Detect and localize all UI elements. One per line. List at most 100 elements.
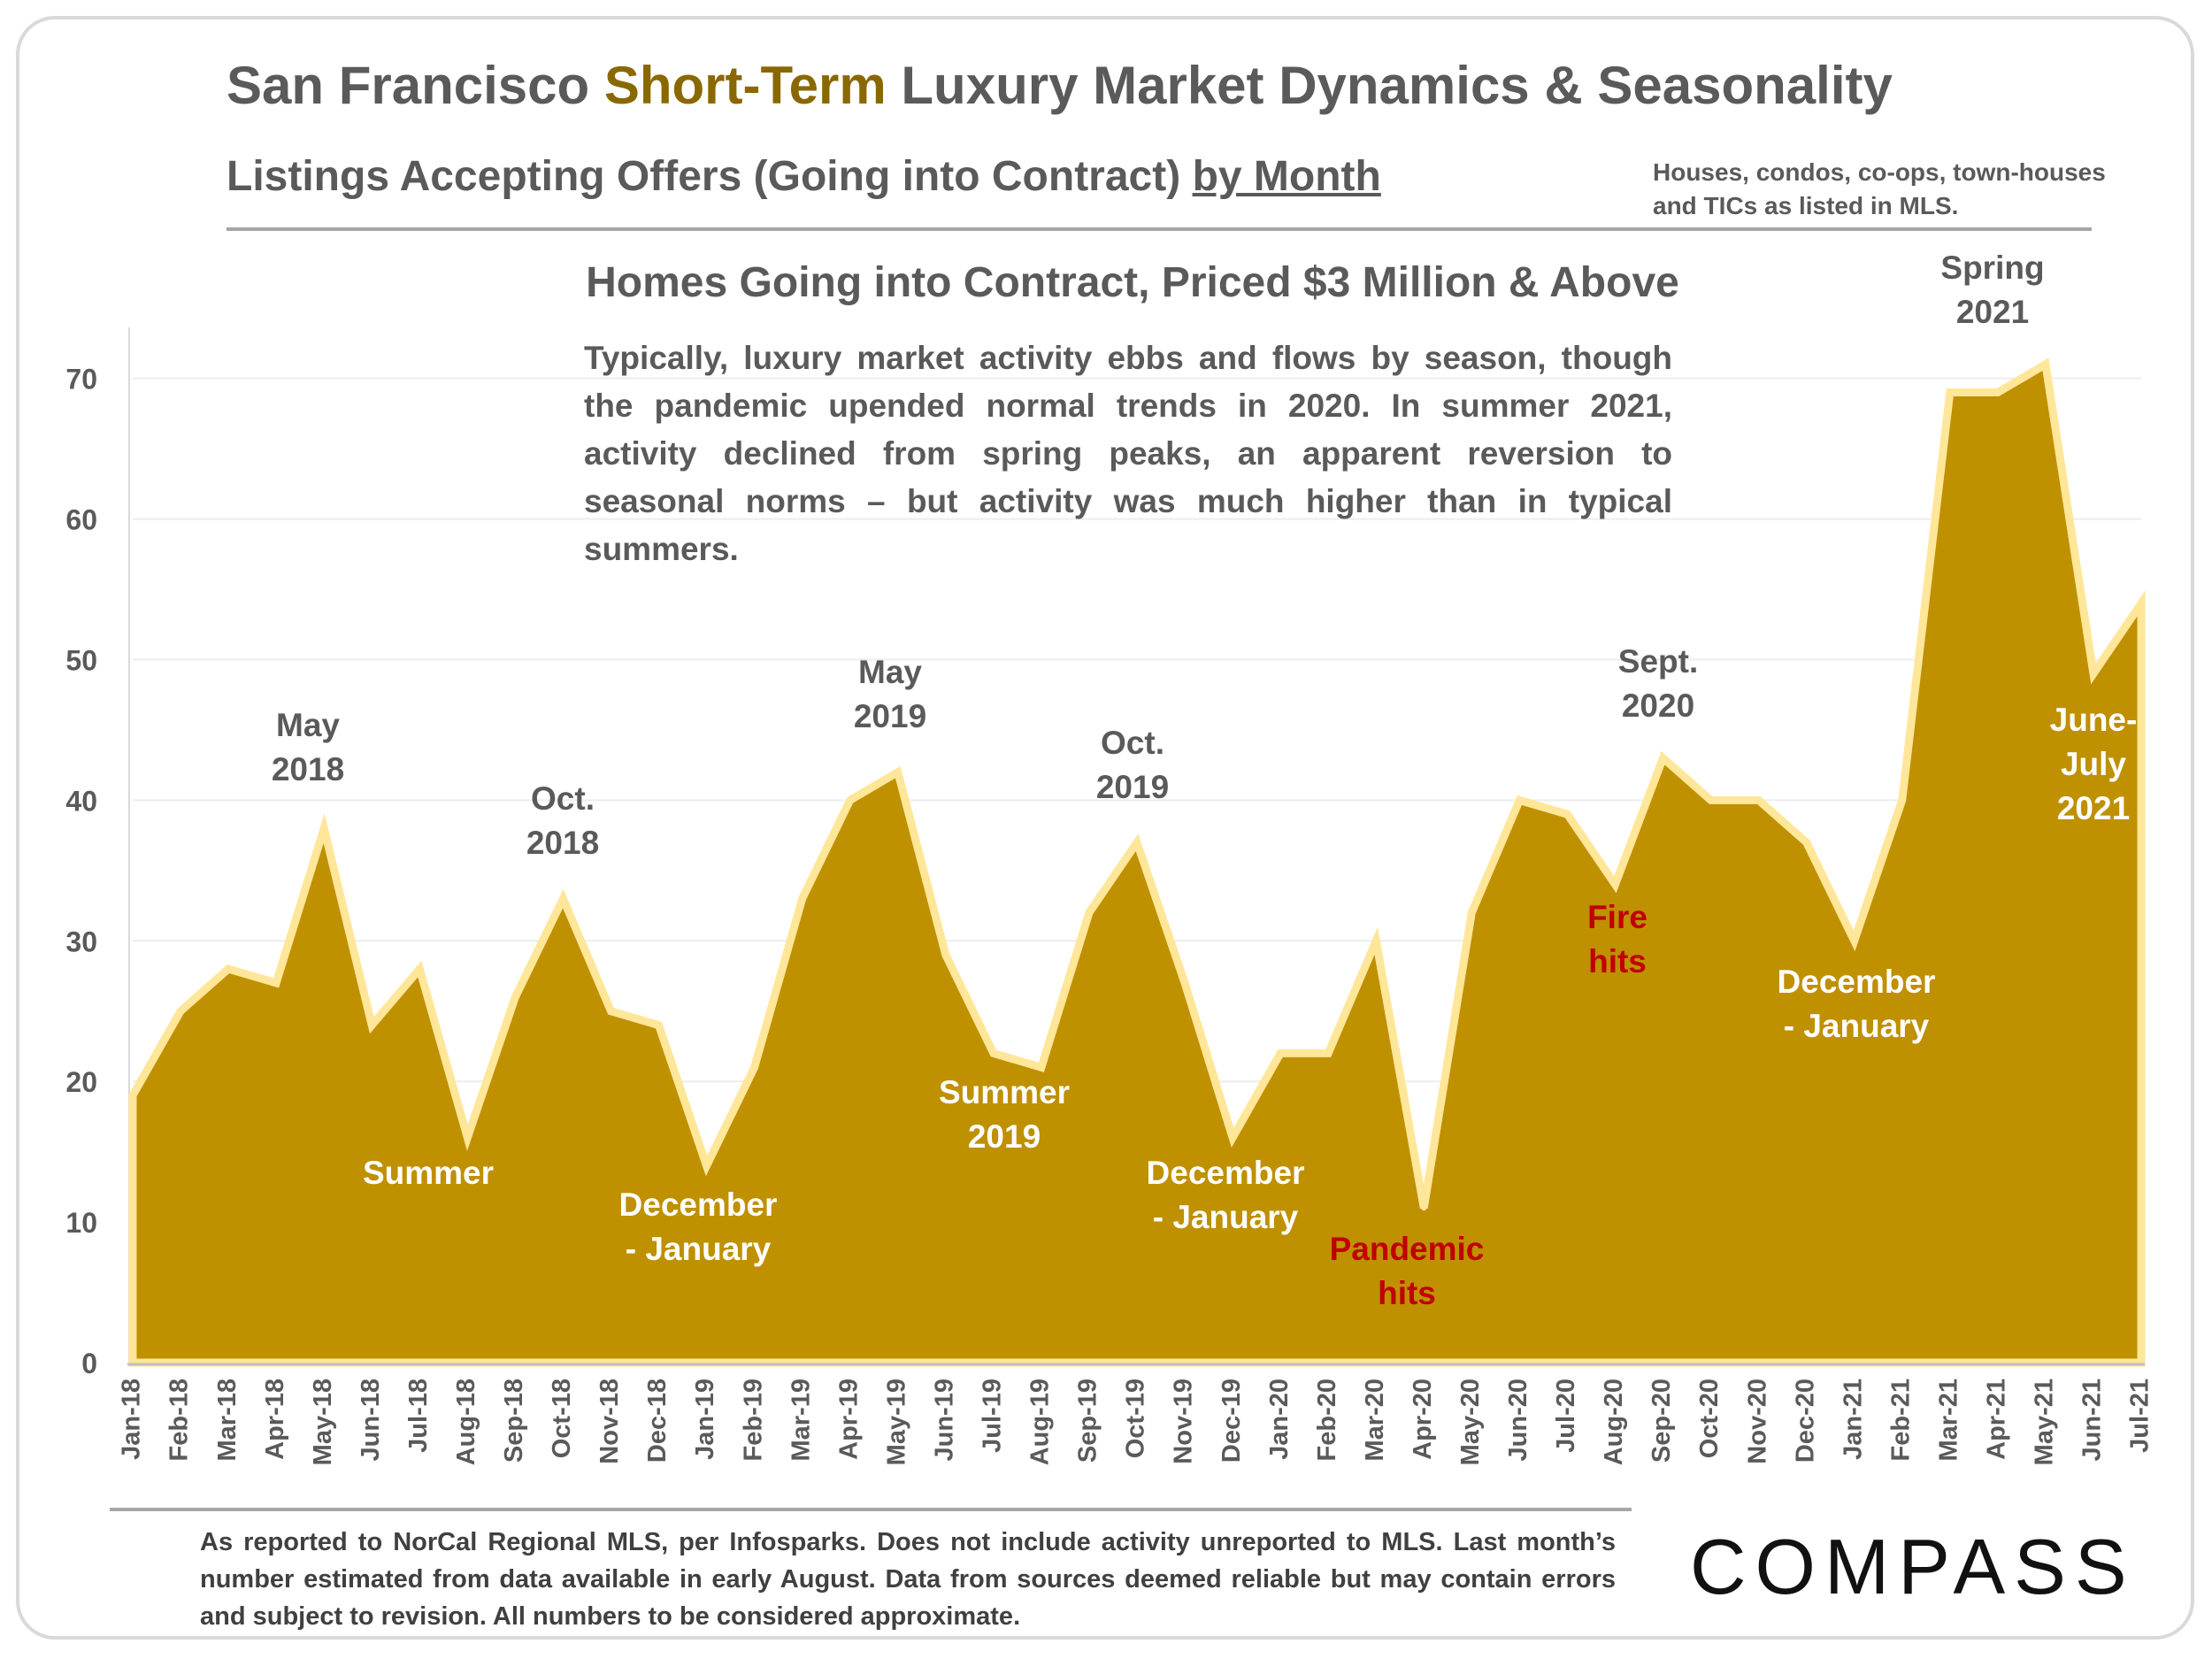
- y-tick-label: 40: [65, 785, 97, 817]
- x-tick-label: Apr-21: [1983, 1379, 2011, 1460]
- area-series: [128, 357, 2146, 1367]
- x-tick-label: Dec-18: [643, 1379, 672, 1463]
- x-tick-label: Feb-20: [1313, 1379, 1341, 1461]
- data-point: [369, 1022, 375, 1028]
- chart-title: Homes Going into Contract, Priced $3 Mil…: [586, 259, 1679, 306]
- annotation-jul-18: Summer: [363, 1155, 494, 1191]
- data-point: [178, 1008, 184, 1014]
- x-tick-label: May-20: [1456, 1379, 1485, 1465]
- annotation-jan-19: December - January: [619, 1187, 778, 1267]
- data-point: [2090, 671, 2096, 677]
- x-tick-label: May-21: [2031, 1379, 2059, 1465]
- property-types-note: Houses, condos, co-ops, town-houses and …: [1653, 158, 2106, 219]
- data-point: [1660, 755, 1666, 761]
- data-point: [1994, 389, 2001, 396]
- x-tick-label: Dec-19: [1217, 1379, 1246, 1463]
- x-tick-label: Jul-18: [404, 1379, 433, 1453]
- footer-divider: [110, 1508, 1632, 1511]
- annotation-dec-19: December - January: [1147, 1155, 1305, 1235]
- y-tick-label: 0: [81, 1348, 97, 1379]
- data-point: [1469, 910, 1475, 916]
- annotation-aug-19: Summer 2019: [939, 1074, 1070, 1155]
- data-point: [1517, 797, 1523, 803]
- x-tick-label: Jul-20: [1552, 1379, 1580, 1453]
- data-point: [1373, 938, 1379, 944]
- x-tick-label: Jun-20: [1504, 1379, 1532, 1461]
- x-tick-label: Dec-20: [1791, 1379, 1819, 1463]
- data-point: [465, 1134, 471, 1141]
- data-point: [417, 966, 423, 972]
- x-tick-label: Aug-19: [1026, 1379, 1055, 1465]
- data-point: [130, 1093, 135, 1099]
- x-tick-label: Sep-19: [1074, 1379, 1102, 1463]
- y-tick-label: 50: [65, 644, 97, 676]
- x-tick-label: Mar-18: [213, 1379, 242, 1462]
- y-tick-label: 10: [65, 1207, 97, 1239]
- x-tick-label: Nov-20: [1743, 1379, 1771, 1464]
- x-tick-label: Apr-18: [261, 1379, 289, 1460]
- x-tick-label: May-18: [309, 1379, 337, 1465]
- y-tick-label: 60: [65, 504, 97, 536]
- x-tick-label: Jun-18: [357, 1379, 385, 1461]
- data-point: [226, 966, 232, 972]
- annotation-jul-21: June-July 2021: [2050, 702, 2138, 826]
- data-point: [2042, 361, 2048, 367]
- x-tick-label: Oct-19: [1122, 1379, 1150, 1458]
- data-point: [1278, 1050, 1284, 1056]
- data-point: [799, 895, 805, 902]
- annotation-sep-20: Sept. 2020: [1618, 643, 1698, 724]
- data-point: [1708, 797, 1714, 803]
- chart-description: Typically, luxury market activity ebbs a…: [584, 340, 1672, 567]
- x-tick-label: Sep-18: [500, 1379, 528, 1463]
- x-tick-label: Oct-20: [1695, 1379, 1724, 1458]
- data-point: [1899, 797, 1905, 803]
- page-title: San Francisco Short-Term Luxury Market D…: [227, 56, 1893, 115]
- data-point: [1182, 979, 1188, 986]
- x-tick-label: Jul-21: [2126, 1379, 2154, 1453]
- header-divider: [227, 227, 2092, 231]
- data-point: [1947, 389, 1953, 396]
- x-tick-label: May-19: [882, 1379, 910, 1465]
- data-point: [1803, 840, 1809, 846]
- data-point: [608, 1008, 614, 1014]
- annotation-oct-18: Oct. 2018: [526, 780, 599, 861]
- data-point: [1325, 1050, 1332, 1056]
- x-tick-label: Feb-18: [165, 1379, 194, 1461]
- x-tick-label: Oct-18: [548, 1379, 576, 1458]
- annotation-apr-20: Pandemic hits: [1330, 1231, 1485, 1311]
- x-tick-label: Nov-19: [1170, 1379, 1198, 1464]
- x-tick-label: Jan-21: [1839, 1379, 1867, 1460]
- x-tick-label: Apr-19: [834, 1379, 863, 1460]
- source-footnote: As reported to NorCal Regional MLS, per …: [200, 1528, 1616, 1631]
- data-point: [656, 1022, 662, 1028]
- data-point: [1134, 840, 1140, 846]
- annotation-jan-21: December - January: [1778, 964, 1936, 1044]
- x-tick-label: Jan-18: [118, 1379, 146, 1460]
- subtitle-underlined: by Month: [1192, 153, 1381, 200]
- annotation-may-19: May 2019: [854, 654, 926, 734]
- data-point: [2139, 600, 2144, 606]
- x-tick-label: Aug-18: [452, 1379, 480, 1465]
- x-tick-label: Feb-21: [1886, 1379, 1915, 1461]
- data-point: [1755, 797, 1762, 803]
- data-point: [703, 1163, 710, 1169]
- data-point: [321, 826, 327, 832]
- x-tick-label: Aug-20: [1600, 1379, 1628, 1465]
- annotation-oct-19: Oct. 2019: [1096, 725, 1169, 805]
- x-tick-label: Jan-19: [691, 1379, 719, 1460]
- annotation-may-18: May 2018: [272, 707, 344, 787]
- x-tick-label: Jul-19: [979, 1379, 1007, 1453]
- annotation-aug-20: Fire hits: [1587, 899, 1647, 979]
- x-tick-label: Jan-20: [1265, 1379, 1294, 1460]
- x-tick-label: Mar-21: [1934, 1379, 1962, 1462]
- x-tick-label: Feb-19: [739, 1379, 767, 1461]
- data-point: [1086, 910, 1092, 916]
- data-point: [1230, 1134, 1236, 1141]
- y-tick-label: 30: [65, 926, 97, 957]
- data-point: [1421, 1205, 1427, 1211]
- data-point: [1038, 1064, 1044, 1071]
- chart-frame: [16, 16, 2194, 1640]
- data-point: [273, 979, 280, 986]
- data-point: [942, 952, 949, 958]
- page-subtitle: Listings Accepting Offers (Going into Co…: [227, 153, 1381, 200]
